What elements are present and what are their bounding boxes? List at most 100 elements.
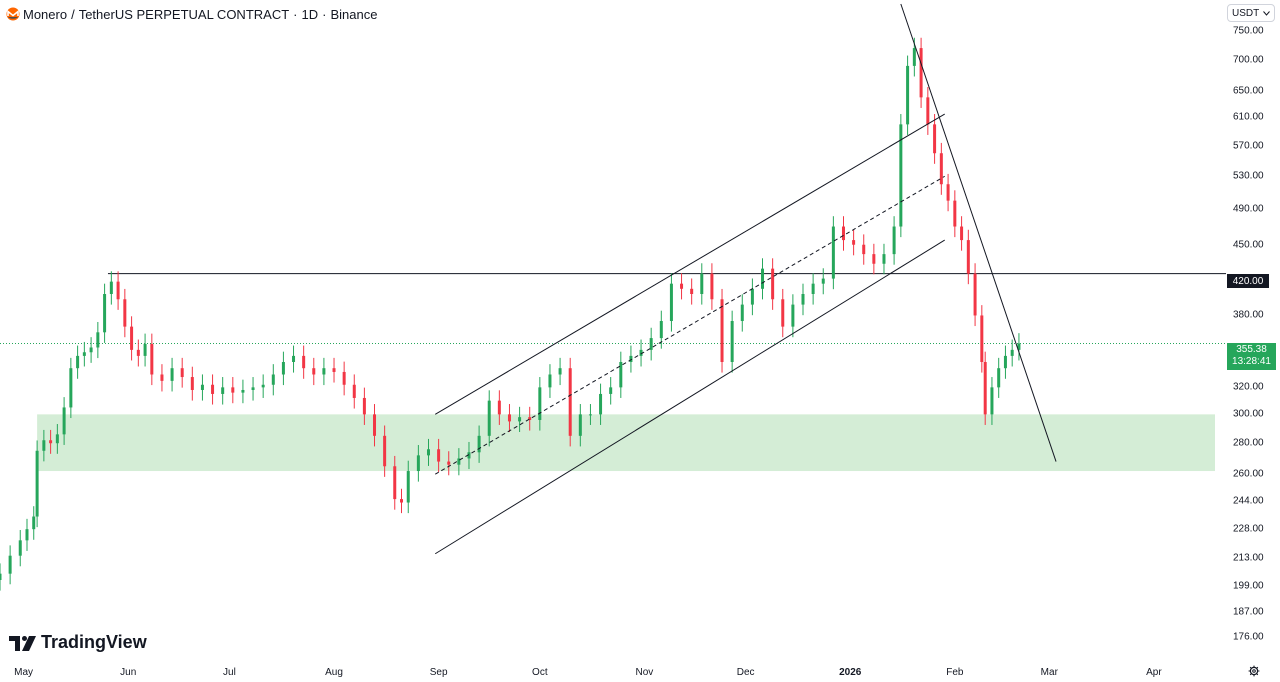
- candle-body: [1003, 355, 1007, 369]
- candle-body: [497, 400, 501, 415]
- candle: [990, 377, 994, 425]
- candle-body: [973, 273, 977, 316]
- x-tick-label: 2026: [839, 667, 862, 678]
- candle-body: [467, 452, 471, 459]
- candle-body: [953, 200, 957, 227]
- candle-body: [801, 294, 805, 305]
- y-tick-label: 570.00: [1233, 140, 1264, 152]
- candle-body: [89, 347, 93, 353]
- candle: [123, 288, 127, 338]
- candle-body: [457, 458, 461, 465]
- candle: [507, 404, 511, 432]
- channel-upper-line: [434, 113, 945, 415]
- candle-body: [933, 124, 937, 154]
- candle: [841, 216, 845, 251]
- horizontal-level-badge: 420.00: [1227, 274, 1269, 288]
- channel-mid-line: [434, 175, 945, 475]
- candle-body: [771, 268, 775, 300]
- candle-body: [548, 374, 552, 388]
- candle-body: [659, 321, 663, 339]
- candle-body: [649, 338, 653, 350]
- candle: [926, 87, 930, 135]
- candle: [467, 441, 471, 470]
- timeframe-label[interactable]: 1D: [301, 6, 319, 22]
- candle-body: [568, 368, 572, 436]
- candle-body: [271, 374, 275, 385]
- y-tick-label: 280.00: [1233, 437, 1264, 449]
- candle-body: [939, 153, 943, 185]
- candle: [568, 357, 572, 447]
- candle-body: [487, 400, 491, 436]
- candle-body: [302, 355, 306, 369]
- symbol-name[interactable]: Monero: [23, 6, 68, 22]
- candle: [933, 114, 937, 164]
- candle-body: [211, 384, 215, 394]
- candle: [143, 333, 147, 367]
- candle-body: [710, 273, 714, 300]
- candle-body: [136, 349, 140, 356]
- candle-body: [322, 368, 326, 375]
- candle: [0, 563, 2, 591]
- candle-body: [130, 326, 134, 350]
- y-tick-label: 187.00: [1233, 606, 1264, 618]
- gear-icon[interactable]: [1248, 665, 1260, 677]
- candle: [281, 351, 285, 386]
- candle: [322, 357, 326, 386]
- candle: [116, 271, 120, 310]
- candle: [457, 448, 461, 476]
- descending-trendline: [900, 3, 1057, 462]
- currency-selector[interactable]: USDT: [1227, 4, 1275, 22]
- y-tick-label: 650.00: [1233, 85, 1264, 97]
- candle: [109, 271, 113, 305]
- candle-body: [906, 65, 910, 125]
- candle-body: [629, 355, 633, 362]
- candle-body: [241, 389, 245, 393]
- candle-body: [588, 414, 592, 416]
- candle: [426, 438, 430, 466]
- y-tick-label: 244.00: [1233, 495, 1264, 507]
- candle-body: [18, 540, 22, 556]
- bar-countdown: 13:28:41: [1232, 356, 1271, 367]
- candle: [400, 488, 404, 514]
- candle: [690, 278, 694, 305]
- candle-body: [946, 184, 950, 201]
- candle-body: [990, 387, 994, 415]
- candle: [939, 142, 943, 195]
- candle-body: [261, 384, 265, 388]
- y-tick-label: 213.00: [1233, 552, 1264, 564]
- candle: [730, 310, 734, 373]
- candle-body: [312, 368, 316, 375]
- x-tick-label: Mar: [1040, 667, 1058, 678]
- y-tick-label: 300.00: [1233, 408, 1264, 420]
- y-tick-label: 176.00: [1233, 631, 1264, 643]
- x-tick-label: May: [14, 667, 34, 678]
- candle-body: [966, 240, 970, 274]
- candle-body: [669, 283, 673, 322]
- candle: [477, 425, 481, 463]
- candle: [649, 327, 653, 361]
- chevron-down-icon: [1263, 10, 1270, 16]
- candle-body: [416, 455, 420, 472]
- candle: [548, 364, 552, 398]
- candle-body: [0, 573, 2, 580]
- tradingview-logo[interactable]: TradingView: [9, 632, 147, 653]
- candle: [55, 424, 59, 454]
- candle: [76, 345, 80, 379]
- candle: [629, 345, 633, 373]
- candle: [261, 374, 265, 398]
- candle-body: [781, 299, 785, 327]
- candle-body: [730, 321, 734, 362]
- candle: [558, 357, 562, 386]
- candle: [497, 390, 501, 425]
- chart-header: Monero / TetherUS PERPETUAL CONTRACT · 1…: [6, 5, 381, 23]
- candle-body: [720, 299, 724, 362]
- candle: [669, 273, 673, 332]
- candle: [1003, 345, 1007, 379]
- candle-body: [49, 440, 53, 444]
- candle: [32, 506, 36, 540]
- candle: [892, 216, 896, 265]
- candle: [69, 357, 73, 419]
- candle-body: [109, 281, 113, 295]
- y-tick-label: 490.00: [1233, 203, 1264, 215]
